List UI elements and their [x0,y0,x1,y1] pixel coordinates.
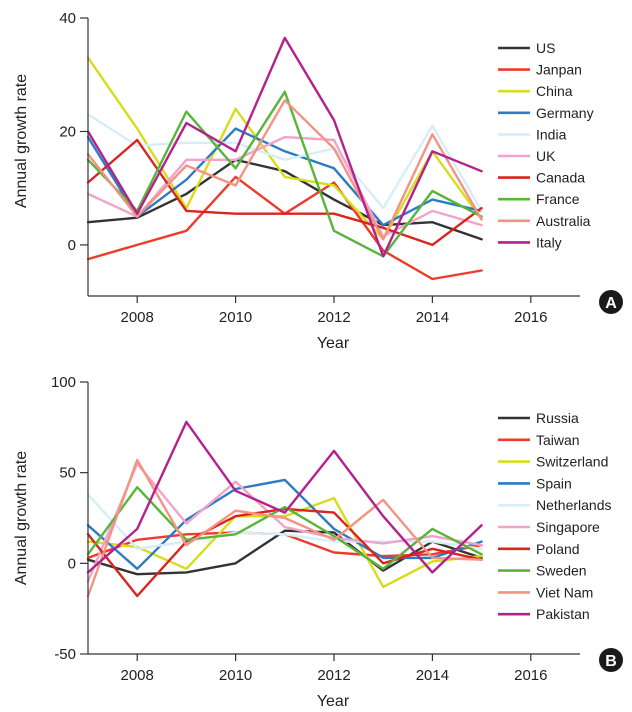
series-line-us [86,158,483,241]
series-line-netherlands [86,493,483,550]
y-tick-label: 0 [68,237,76,254]
legend-label: China [536,83,573,99]
legend-label: Taiwan [536,432,580,448]
y-tick-label: 50 [59,465,76,482]
y-axis-title: Annual growth rate [13,74,30,208]
y-tick-label: 0 [68,555,76,572]
y-tick-label: -50 [54,646,76,663]
legend-label: India [536,126,567,142]
svg-text:A: A [605,295,617,312]
chart-panel-b: Annual growth rate Year B -50 0 50 100 2008 2… [13,374,623,710]
x-tick-label: 2010 [219,667,252,684]
series-line-sweden [86,486,483,570]
x-tick-label: 2010 [219,309,252,326]
y-tick-label: 100 [51,374,76,391]
legend-label: Germany [536,105,594,121]
y-tick-label: 40 [59,10,76,27]
x-axis-title: Year [317,693,350,710]
x-tick-label: 2016 [514,667,547,684]
panel-badge: A [599,290,623,314]
legend-label: Italy [536,234,562,250]
series-line-france [86,90,483,258]
legend-label: UK [536,148,556,164]
series-line-spain [86,478,483,570]
series-line-italy [86,36,483,258]
legend-label: Russia [536,410,579,426]
x-tick-label: 2012 [317,667,350,684]
legend-label: Pakistan [536,606,590,622]
series-line-pakistan [86,420,483,574]
series-line-canada [86,138,483,247]
legend-label: Sweden [536,563,587,579]
legend-label: Spain [536,475,572,491]
x-axis-title: Year [317,335,350,352]
series-line-viet-nam [86,458,483,598]
series-line-uk [86,135,483,238]
legend-label: Netherlands [536,497,612,513]
x-tick-label: 2014 [416,309,449,326]
x-tick-label: 2008 [121,667,154,684]
legend-label: France [536,191,580,207]
x-tick-label: 2014 [416,667,449,684]
series-line-germany [86,127,483,227]
legend-label: Viet Nam [536,584,593,600]
series-line-russia [86,529,483,576]
legend-label: Canada [536,170,585,186]
series-line-india [86,113,483,213]
legend-label: Australia [536,213,591,229]
x-tick-label: 2016 [514,309,547,326]
legend-label: Switzerland [536,454,608,470]
x-tick-label: 2012 [317,309,350,326]
series-line-china [86,56,483,241]
legend-label: Singapore [536,519,600,535]
y-tick-label: 20 [59,123,76,140]
y-axis-title: Annual growth rate [13,451,30,585]
svg-text:B: B [605,653,617,670]
legend-label: Poland [536,541,580,557]
chart-panel-a: Annual growth rate Year A 0 20 40 2008 2010 2… [13,10,623,352]
legend-label: Janpan [536,62,582,78]
legend-label: US [536,40,555,56]
series-line-switzerland [86,496,483,589]
panel-badge: B [599,648,623,672]
series-line-australia [86,99,483,241]
x-tick-label: 2008 [121,309,154,326]
